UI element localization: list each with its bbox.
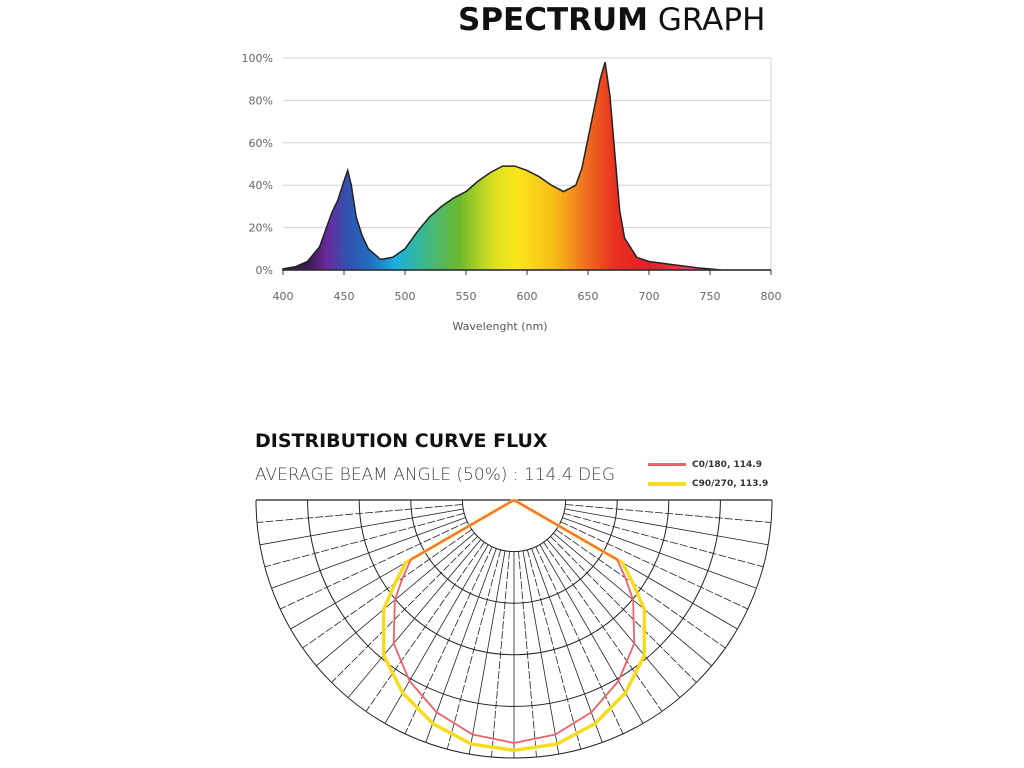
polar-spoke bbox=[556, 529, 726, 649]
polar-spoke bbox=[259, 508, 464, 546]
polar-spoke bbox=[404, 546, 493, 734]
polar-spoke bbox=[564, 508, 769, 546]
polar-spoke bbox=[290, 525, 470, 630]
x-tick-label: 450 bbox=[334, 290, 355, 303]
legend-label-c90: C90/270, 113.9 bbox=[692, 479, 769, 489]
polar-ring bbox=[307, 499, 721, 707]
polar-ring bbox=[410, 499, 618, 604]
y-tick-label: 40% bbox=[249, 179, 273, 192]
x-tick-label: 400 bbox=[273, 290, 294, 303]
legend-swatch-c90 bbox=[648, 482, 686, 486]
distribution-curve-c90-270 bbox=[381, 498, 647, 753]
polar-spoke bbox=[563, 512, 764, 568]
polar-ring bbox=[358, 499, 670, 656]
polar-spoke bbox=[491, 551, 510, 758]
polar-spoke bbox=[384, 544, 489, 724]
y-tick-label: 100% bbox=[242, 52, 273, 65]
polar-spoke bbox=[271, 517, 466, 589]
polar-spoke bbox=[365, 542, 485, 712]
polar-spoke bbox=[535, 546, 624, 734]
y-tick-label: 80% bbox=[249, 94, 273, 107]
polar-spoke bbox=[522, 550, 560, 755]
polar-spoke bbox=[560, 521, 748, 610]
polar-spoke bbox=[425, 548, 497, 743]
distribution-title: DISTRIBUTION CURVE FLUX bbox=[255, 430, 548, 452]
x-tick-label: 650 bbox=[578, 290, 599, 303]
y-tick-label: 0% bbox=[256, 264, 273, 277]
x-axis-label: Wavelenght (nm) bbox=[452, 320, 547, 333]
polar-spoke bbox=[468, 550, 506, 755]
polar-spoke bbox=[543, 542, 663, 712]
x-tick-label: 600 bbox=[517, 290, 538, 303]
polar-spoke bbox=[531, 548, 603, 743]
polar-spoke bbox=[526, 549, 582, 750]
spectrum-graph-title: SPECTRUM GRAPH bbox=[458, 2, 765, 38]
polar-spoke bbox=[331, 536, 478, 683]
x-tick-label: 550 bbox=[456, 290, 477, 303]
beam-angle-subtitle: AVERAGE BEAM ANGLE (50%) : 114.4 DEG bbox=[255, 465, 616, 485]
polar-spoke bbox=[264, 512, 465, 568]
polar-spoke bbox=[347, 539, 482, 698]
x-tick-label: 500 bbox=[395, 290, 416, 303]
y-tick-label: 20% bbox=[249, 222, 273, 235]
polar-spoke bbox=[565, 504, 772, 523]
polar-spoke bbox=[539, 544, 644, 724]
y-tick-label: 60% bbox=[249, 137, 273, 150]
polar-ring bbox=[255, 499, 773, 759]
x-tick-label: 750 bbox=[700, 290, 721, 303]
legend-swatch-c0 bbox=[648, 463, 686, 466]
polar-spoke bbox=[446, 549, 502, 750]
spectrum-chart: 0% 20% 40% 60% 80% 100% 400 450 500 550 600 650 700 7… bbox=[242, 52, 782, 333]
polar-spoke bbox=[558, 525, 738, 630]
legend-label-c0: C0/180, 114.9 bbox=[692, 460, 762, 470]
polar-spoke bbox=[546, 539, 681, 698]
polar-ring bbox=[461, 499, 567, 553]
polar-spoke bbox=[553, 532, 712, 667]
polar-spoke bbox=[256, 504, 463, 523]
polar-spoke bbox=[550, 536, 697, 683]
polar-spoke bbox=[280, 521, 468, 610]
x-tick-label: 700 bbox=[639, 290, 660, 303]
title-bold: SPECTRUM bbox=[458, 2, 649, 38]
distribution-curve-c0-180 bbox=[392, 499, 636, 744]
polar-spoke bbox=[562, 517, 757, 589]
polar-spoke bbox=[316, 532, 475, 667]
title-normal: GRAPH bbox=[657, 2, 766, 38]
polar-spoke bbox=[302, 529, 472, 649]
spectrum-area bbox=[282, 61, 771, 271]
polar-spoke bbox=[518, 551, 537, 758]
x-tick-label: 800 bbox=[761, 290, 782, 303]
